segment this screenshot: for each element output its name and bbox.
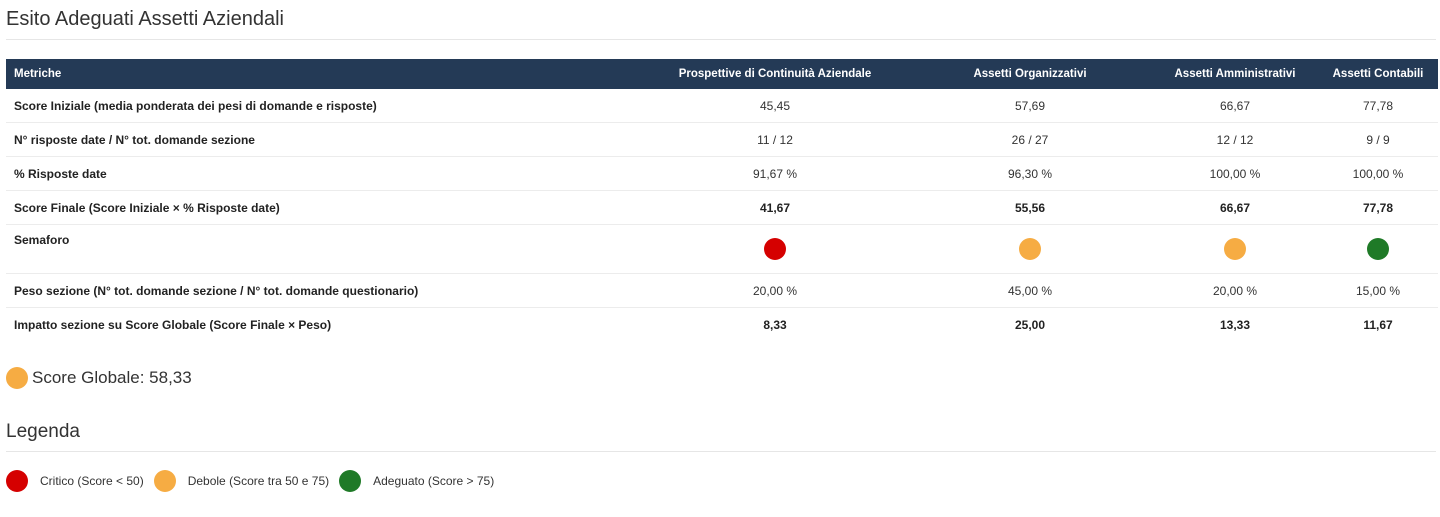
critico-dot-icon [6, 470, 28, 492]
legend-label: Adeguato (Score > 75) [373, 474, 495, 488]
status-dot-icon [764, 238, 786, 260]
row-label: Semaforo [6, 224, 642, 274]
header-organizzativi: Assetti Organizzativi [908, 59, 1152, 89]
table-cell: 77,78 [1318, 89, 1438, 123]
status-dot-icon [1367, 238, 1389, 260]
debole-dot-icon [153, 470, 176, 492]
legend-item-adeguato: Adeguato (Score > 75) [339, 470, 494, 492]
status-dot-icon [1019, 238, 1041, 260]
status-dot-icon [1224, 238, 1246, 260]
row-label: % Risposte date [6, 156, 642, 191]
title-divider [6, 39, 1436, 40]
table-cell: 100,00 % [1318, 156, 1438, 191]
table-cell: 26 / 27 [908, 122, 1152, 157]
table-row-percent-risposte: % Risposte date 91,67 % 96,30 % 100,00 %… [6, 156, 1438, 191]
table-cell: 13,33 [1219, 317, 1251, 332]
results-table: Metriche Prospettive di Continuità Azien… [6, 59, 1438, 341]
legend-item-critico: Critico (Score < 50) [6, 470, 144, 492]
row-label: N° risposte date / N° tot. domande sezio… [6, 122, 642, 157]
table-cell: 55,56 [908, 190, 1152, 225]
table-cell: 11,67 [1363, 317, 1393, 332]
table-cell: 66,67 [1152, 190, 1318, 225]
table-cell: 91,67 % [642, 156, 908, 191]
legend-label: Critico (Score < 50) [40, 474, 144, 488]
legend-label: Debole (Score tra 50 e 75) [187, 474, 330, 488]
table-cell: 8,33 [763, 317, 787, 332]
table-cell: 57,69 [908, 89, 1152, 123]
table-row-peso-sezione: Peso sezione (N° tot. domande sezione / … [6, 273, 1438, 308]
global-score: Score Globale: 58,33 [6, 367, 192, 389]
table-cell [1318, 224, 1438, 274]
table-cell: 9 / 9 [1318, 122, 1438, 157]
table-cell [1152, 224, 1318, 274]
table-header-row: Metriche Prospettive di Continuità Azien… [6, 59, 1438, 89]
header-contabili: Assetti Contabili [1318, 59, 1438, 89]
legend-divider [6, 451, 1436, 452]
table-cell: 15,00 % [1318, 273, 1438, 308]
table-cell: 41,67 [642, 190, 908, 225]
table-cell: 11 / 12 [642, 122, 908, 157]
legend: Critico (Score < 50) Debole (Score tra 5… [6, 470, 504, 492]
header-amministrativi: Assetti Amministrativi [1152, 59, 1318, 89]
page-title: Esito Adeguati Assetti Aziendali [6, 8, 284, 30]
row-label: Score Iniziale (media ponderata dei pesi… [6, 89, 642, 123]
row-label: Score Finale (Score Iniziale × % Rispost… [6, 190, 642, 225]
table-row-score-finale: Score Finale (Score Iniziale × % Rispost… [6, 190, 1438, 225]
table-row-score-iniziale: Score Iniziale (media ponderata dei pesi… [6, 89, 1438, 123]
table-cell: 45,00 % [908, 273, 1152, 308]
table-row-risposte-date: N° risposte date / N° tot. domande sezio… [6, 122, 1438, 157]
table-row-impatto: Impatto sezione su Score Globale (Score … [6, 308, 1438, 342]
row-label: Peso sezione (N° tot. domande sezione / … [6, 273, 642, 308]
table-cell [908, 224, 1152, 274]
table-cell: 96,30 % [908, 156, 1152, 191]
table-cell: 20,00 % [642, 273, 908, 308]
table-cell: 100,00 % [1152, 156, 1318, 191]
table-cell: 77,78 [1318, 190, 1438, 225]
table-row-semaforo: Semaforo [6, 224, 1438, 274]
table-cell: 12 / 12 [1152, 122, 1318, 157]
legend-title: Legenda [6, 421, 80, 442]
table-cell [642, 224, 908, 274]
table-cell: 66,67 [1152, 89, 1318, 123]
header-metriche: Metriche [6, 59, 642, 89]
table-cell: 45,45 [642, 89, 908, 123]
table-cell: 20,00 % [1152, 273, 1318, 308]
legend-item-debole: Debole (Score tra 50 e 75) [153, 470, 330, 492]
global-score-text: Score Globale: 58,33 [32, 368, 192, 387]
header-continuita: Prospettive di Continuità Aziendale [642, 59, 908, 89]
global-score-dot-icon [6, 367, 28, 389]
row-label: Impatto sezione su Score Globale (Score … [14, 317, 332, 332]
table-cell: 25,00 [1014, 317, 1046, 332]
adeguato-dot-icon [339, 470, 362, 492]
